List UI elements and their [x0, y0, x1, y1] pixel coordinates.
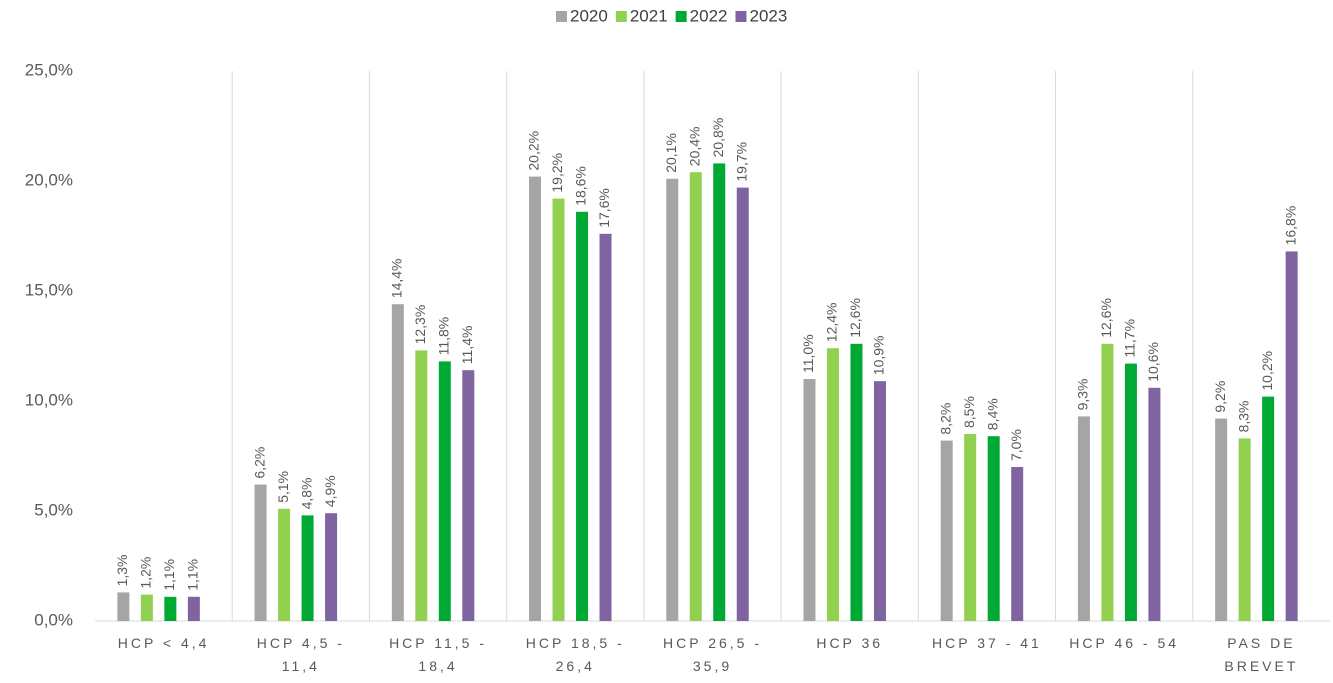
x-tick-label: HCP 36 [816, 635, 883, 651]
bar [254, 484, 267, 621]
y-tick-label: 10,0% [25, 390, 73, 409]
bar [438, 361, 451, 621]
value-label: 18,6% [573, 166, 589, 206]
x-tick-label: HCP 18,5 -26,4 [526, 635, 625, 674]
value-label: 16,8% [1282, 206, 1298, 246]
legend-swatch [615, 11, 627, 22]
bar [850, 343, 863, 621]
bar [576, 211, 589, 622]
value-label: 6,2% [251, 447, 267, 479]
bar [164, 596, 177, 621]
bar [873, 381, 886, 621]
value-label: 8,3% [1235, 400, 1251, 432]
value-label: 10,9% [871, 335, 887, 375]
value-label: 4,8% [298, 477, 314, 509]
value-label: 1,2% [138, 557, 154, 589]
bar [415, 350, 428, 621]
bar [1077, 416, 1090, 621]
value-label: 8,2% [937, 403, 953, 435]
value-label: 1,1% [161, 559, 177, 591]
value-label: 12,6% [847, 298, 863, 338]
legend-label: 2023 [749, 6, 787, 25]
value-label: 1,1% [185, 559, 201, 591]
x-tick-label: HCP < 4,4 [118, 635, 210, 651]
value-label: 8,5% [961, 396, 977, 428]
y-tick-label: 20,0% [25, 170, 73, 189]
bar [301, 515, 314, 621]
bar [117, 592, 130, 621]
value-label: 14,4% [389, 258, 405, 298]
bar [552, 198, 565, 621]
bar [1011, 467, 1024, 621]
bar [1238, 438, 1251, 621]
legend-swatch [735, 11, 747, 22]
x-tick-label: HCP 46 - 54 [1069, 635, 1179, 651]
x-tick-label: HCP 11,5 -18,4 [389, 635, 487, 674]
value-label: 20,1% [663, 133, 679, 173]
value-label: 20,8% [710, 118, 726, 158]
bar [1215, 418, 1228, 621]
legend-swatch [675, 11, 687, 22]
value-label: 19,2% [549, 153, 565, 193]
y-tick-label: 25,0% [25, 60, 73, 79]
bar [1262, 396, 1275, 621]
y-tick-label: 5,0% [34, 500, 73, 519]
bar [187, 596, 200, 621]
value-label: 17,6% [596, 188, 612, 228]
legend-label: 2020 [570, 6, 608, 25]
bar [803, 379, 816, 621]
bar [736, 187, 749, 621]
bar [325, 513, 338, 621]
value-label: 5,1% [275, 471, 291, 503]
x-tick-label: PAS DE BREVET [1224, 635, 1298, 674]
value-label: 11,7% [1122, 319, 1138, 358]
bar [940, 440, 953, 621]
y-tick-label: 0,0% [34, 610, 73, 629]
value-label: 11,8% [436, 317, 452, 356]
value-label: 10,6% [1145, 342, 1161, 382]
value-label: 9,3% [1075, 378, 1091, 410]
x-tick-label: HCP 37 - 41 [932, 635, 1042, 651]
value-label: 20,2% [526, 131, 542, 171]
value-label: 1,3% [114, 554, 130, 586]
bar [987, 436, 1000, 621]
bar [713, 163, 726, 621]
legend-swatch [556, 11, 567, 22]
bar [529, 176, 542, 621]
bar [689, 172, 702, 621]
bar [1148, 387, 1161, 621]
legend-label: 2022 [690, 6, 728, 25]
bar [278, 508, 291, 621]
x-tick-label: HCP 26,5 -35,9 [663, 635, 762, 674]
legend-label: 2021 [630, 6, 668, 25]
bar [826, 348, 839, 621]
value-label: 9,2% [1212, 381, 1228, 413]
bar [599, 233, 612, 622]
value-label: 12,4% [824, 302, 840, 342]
bar [1285, 251, 1298, 621]
value-label: 20,4% [686, 126, 702, 166]
value-label: 12,3% [412, 305, 428, 345]
value-label: 8,4% [984, 398, 1000, 430]
value-label: 11,0% [800, 334, 816, 373]
value-label: 4,9% [322, 475, 338, 507]
bar [964, 434, 977, 621]
y-tick-label: 15,0% [25, 280, 73, 299]
value-label: 19,7% [733, 142, 749, 182]
x-tick-label: HCP 4,5 -11,4 [257, 635, 345, 674]
bar [391, 304, 404, 621]
value-label: 12,6% [1098, 298, 1114, 338]
value-label: 10,2% [1259, 351, 1275, 391]
bar [1124, 363, 1137, 621]
bar [462, 370, 475, 621]
value-label: 11,4% [459, 326, 475, 365]
bar [666, 178, 679, 622]
bar [1101, 343, 1114, 621]
bar [140, 594, 153, 621]
value-label: 7,0% [1008, 429, 1024, 461]
